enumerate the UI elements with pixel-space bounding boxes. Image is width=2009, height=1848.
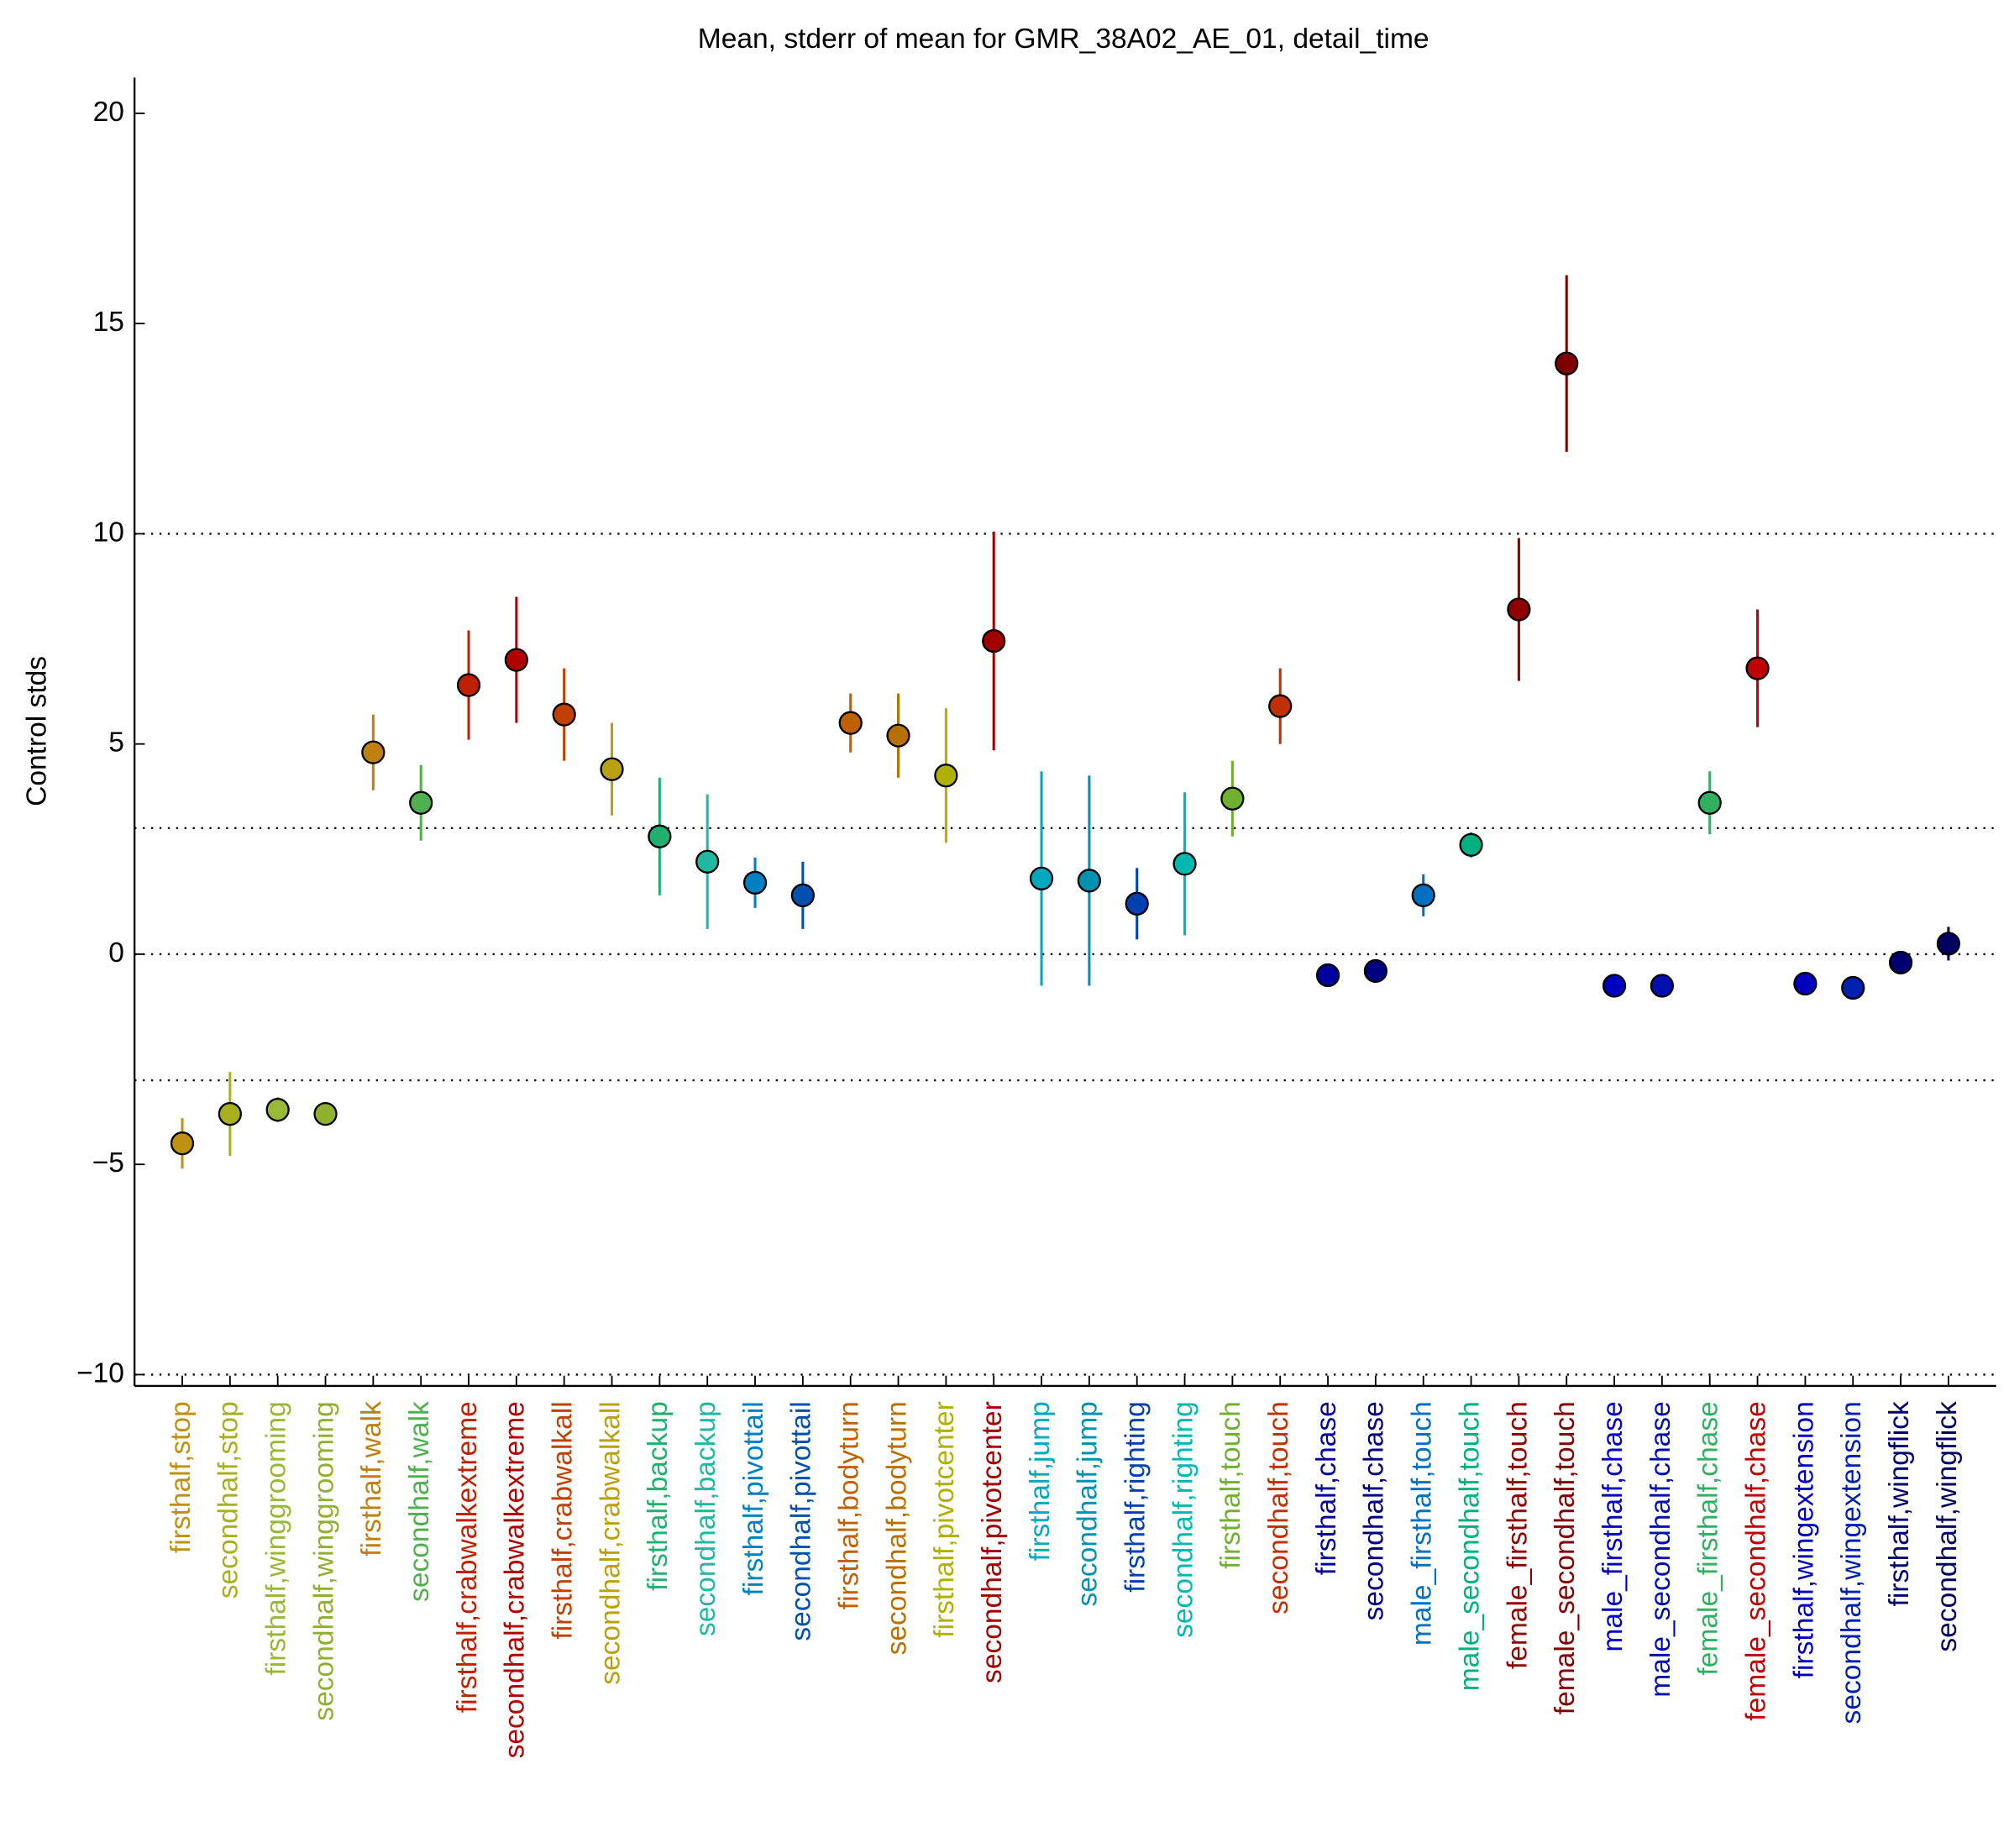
mean-marker <box>1936 932 1961 956</box>
x-tick-label: firsthalf,chase <box>1311 1401 1342 1575</box>
x-tick-label: secondhalf,righting <box>1167 1401 1199 1638</box>
mean-marker <box>1268 694 1293 718</box>
x-tick-label: female_firsthalf,chase <box>1693 1401 1724 1675</box>
x-tick-label: secondhalf,crabwalkextreme <box>500 1401 531 1758</box>
x-tick-label: firsthalf,jump <box>1025 1401 1056 1561</box>
y-tick-label: 0 <box>108 937 124 969</box>
x-tick-label: secondhalf,jump <box>1073 1401 1104 1606</box>
mean-marker <box>218 1102 242 1126</box>
chart-title: Mean, stderr of mean for GMR_38A02_AE_01… <box>698 24 1429 55</box>
x-tick-label: male_secondhalf,touch <box>1454 1401 1485 1691</box>
mean-marker <box>886 723 910 748</box>
mean-marker <box>1459 832 1483 857</box>
mean-marker <box>1697 790 1722 815</box>
mean-marker <box>600 757 624 781</box>
x-tick-label: secondhalf,wingextension <box>1836 1401 1867 1724</box>
mean-marker <box>1172 852 1197 876</box>
mean-marker <box>1602 974 1627 998</box>
x-tick-label: secondhalf,stop <box>213 1401 244 1599</box>
x-tick-label: firsthalf,bodyturn <box>834 1401 865 1609</box>
mean-marker <box>1077 869 1101 893</box>
mean-marker <box>552 702 576 727</box>
x-tick-label: secondhalf,pivotcenter <box>977 1401 1008 1683</box>
x-tick-label: secondhalf,wingflick <box>1932 1401 1963 1652</box>
x-tick-label: secondhalf,crabwalkall <box>595 1401 626 1685</box>
y-tick-label: 5 <box>108 727 124 759</box>
x-tick-label: male_firsthalf,touch <box>1407 1401 1438 1646</box>
mean-marker <box>1363 958 1388 984</box>
x-tick-label: male_secondhalf,chase <box>1645 1401 1676 1697</box>
mean-marker <box>409 790 433 815</box>
x-tick-label: female_firsthalf,touch <box>1502 1401 1533 1669</box>
x-tick-label: secondhalf,touch <box>1263 1401 1294 1614</box>
mean-marker <box>313 1102 338 1126</box>
x-tick-label: male_firsthalf,chase <box>1597 1401 1629 1651</box>
x-tick-label: firsthalf,stop <box>165 1401 197 1553</box>
mean-marker <box>1507 597 1531 622</box>
mean-marker <box>1841 975 1865 1000</box>
x-tick-label: firsthalf,walk <box>356 1401 387 1557</box>
x-tick-label: firsthalf,pivottail <box>738 1401 769 1595</box>
mean-marker <box>504 648 528 672</box>
mean-marker <box>695 849 720 874</box>
y-axis-label: Control stds <box>22 656 53 806</box>
mean-marker <box>1411 883 1435 907</box>
x-tick-label: female_secondhalf,chase <box>1740 1401 1771 1720</box>
mean-marker <box>1793 971 1818 996</box>
y-tick-label: −10 <box>76 1357 124 1389</box>
mean-marker <box>742 870 768 895</box>
mean-marker <box>1125 891 1149 916</box>
mean-marker <box>361 740 386 764</box>
x-tick-label: firsthalf,crabwalkextreme <box>452 1401 483 1713</box>
mean-marker <box>456 673 481 697</box>
x-tick-label: firsthalf,wingextension <box>1788 1401 1819 1678</box>
y-tick-label: 20 <box>93 97 124 128</box>
x-tick-label: female_secondhalf,touch <box>1550 1401 1581 1714</box>
mean-marker <box>790 883 815 907</box>
y-tick-label: −5 <box>92 1147 124 1179</box>
y-tick-label: 15 <box>93 307 124 338</box>
x-tick-label: firsthalf,backup <box>643 1401 674 1591</box>
mean-marker <box>934 764 958 788</box>
x-tick-label: secondhalf,winggrooming <box>308 1401 339 1720</box>
mean-marker <box>838 711 863 735</box>
mean-marker <box>1888 950 1913 975</box>
mean-marker <box>648 824 672 848</box>
x-tick-label: secondhalf,chase <box>1359 1401 1390 1620</box>
x-tick-label: firsthalf,wingflick <box>1884 1401 1915 1606</box>
mean-marker <box>1555 351 1579 375</box>
mean-marker <box>170 1131 195 1156</box>
mean-marker <box>982 628 1006 654</box>
y-tick-label: 10 <box>93 517 124 548</box>
x-tick-label: secondhalf,walk <box>404 1401 435 1602</box>
mean-marker <box>1029 866 1054 890</box>
mean-marker <box>1745 656 1770 680</box>
mean-marker <box>1220 786 1245 811</box>
x-tick-label: firsthalf,crabwalkall <box>548 1401 579 1639</box>
x-tick-label: secondhalf,bodyturn <box>881 1401 912 1655</box>
x-tick-label: firsthalf,winggrooming <box>261 1401 292 1675</box>
x-tick-label: firsthalf,touch <box>1215 1401 1246 1569</box>
mean-marker <box>1315 963 1340 988</box>
x-tick-label: firsthalf,pivotcenter <box>929 1401 960 1638</box>
x-tick-label: secondhalf,pivottail <box>786 1401 817 1641</box>
x-tick-label: firsthalf,righting <box>1120 1401 1151 1592</box>
mean-marker <box>265 1098 290 1122</box>
x-tick-label: secondhalf,backup <box>690 1401 721 1636</box>
mean-marker <box>1650 974 1675 998</box>
